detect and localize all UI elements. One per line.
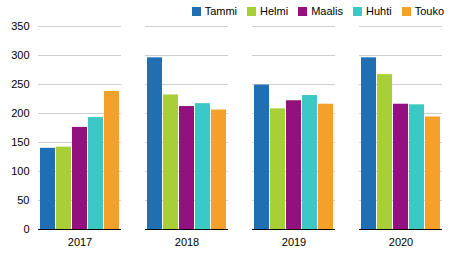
svg-text:200: 200 [11,107,29,119]
svg-text:2017: 2017 [68,236,92,248]
svg-text:2020: 2020 [389,236,413,248]
html-text:Maalis: Maalis [311,5,343,17]
svg-text:300: 300 [11,49,29,61]
svg-text:350: 350 [11,20,29,32]
svg-text:100: 100 [11,165,29,177]
html-text:Huhti: Huhti [366,5,392,17]
svg-text:2019: 2019 [282,236,306,248]
svg-text:2018: 2018 [175,236,199,248]
svg-text:250: 250 [11,78,29,90]
svg-text:150: 150 [11,136,29,148]
html-text:Touko: Touko [414,5,444,17]
svg-text:50: 50 [17,194,29,206]
html-text:Helmi: Helmi [260,5,289,17]
svg-text:0: 0 [23,223,29,235]
html-text:Tammi: Tammi [204,5,237,17]
